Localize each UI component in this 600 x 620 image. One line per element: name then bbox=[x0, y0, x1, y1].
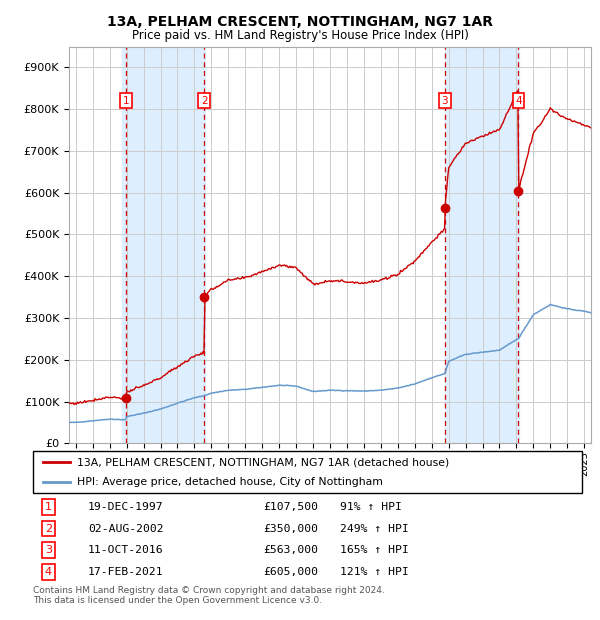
Text: 13A, PELHAM CRESCENT, NOTTINGHAM, NG7 1AR (detached house): 13A, PELHAM CRESCENT, NOTTINGHAM, NG7 1A… bbox=[77, 457, 449, 467]
Text: 19-DEC-1997: 19-DEC-1997 bbox=[88, 502, 164, 512]
Text: 4: 4 bbox=[45, 567, 52, 577]
Text: £563,000: £563,000 bbox=[263, 545, 319, 556]
Bar bbox=[445, 46, 519, 443]
Text: 3: 3 bbox=[442, 96, 448, 106]
Text: 2: 2 bbox=[45, 523, 52, 534]
Text: 17-FEB-2021: 17-FEB-2021 bbox=[88, 567, 164, 577]
Text: 165% ↑ HPI: 165% ↑ HPI bbox=[340, 545, 409, 556]
Text: Price paid vs. HM Land Registry's House Price Index (HPI): Price paid vs. HM Land Registry's House … bbox=[131, 29, 469, 42]
Text: £107,500: £107,500 bbox=[263, 502, 319, 512]
Text: 121% ↑ HPI: 121% ↑ HPI bbox=[340, 567, 409, 577]
Bar bbox=[122, 46, 205, 443]
Text: 11-OCT-2016: 11-OCT-2016 bbox=[88, 545, 164, 556]
Text: 1: 1 bbox=[122, 96, 129, 106]
Text: 3: 3 bbox=[45, 545, 52, 556]
Text: Contains HM Land Registry data © Crown copyright and database right 2024.
This d: Contains HM Land Registry data © Crown c… bbox=[33, 586, 385, 605]
Text: 1: 1 bbox=[45, 502, 52, 512]
Text: £605,000: £605,000 bbox=[263, 567, 319, 577]
Text: 4: 4 bbox=[515, 96, 522, 106]
Text: 13A, PELHAM CRESCENT, NOTTINGHAM, NG7 1AR: 13A, PELHAM CRESCENT, NOTTINGHAM, NG7 1A… bbox=[107, 16, 493, 30]
Text: HPI: Average price, detached house, City of Nottingham: HPI: Average price, detached house, City… bbox=[77, 477, 383, 487]
Text: £350,000: £350,000 bbox=[263, 523, 319, 534]
Text: 02-AUG-2002: 02-AUG-2002 bbox=[88, 523, 164, 534]
Text: 2: 2 bbox=[201, 96, 208, 106]
Text: 91% ↑ HPI: 91% ↑ HPI bbox=[340, 502, 403, 512]
Text: 249% ↑ HPI: 249% ↑ HPI bbox=[340, 523, 409, 534]
